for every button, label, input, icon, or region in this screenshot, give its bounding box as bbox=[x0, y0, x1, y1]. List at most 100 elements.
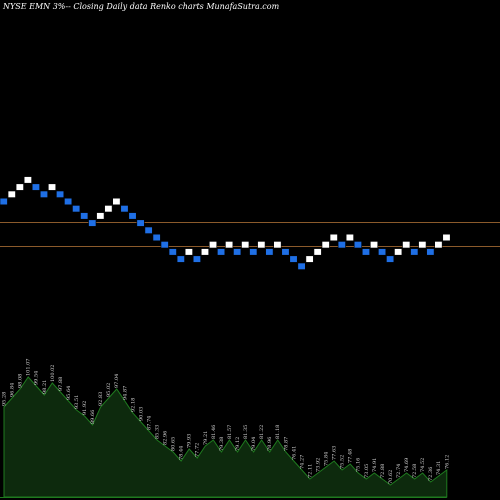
volume-label-37: 74.27 bbox=[299, 455, 305, 469]
volume-label-34: 81.18 bbox=[275, 425, 281, 439]
volume-label-13: 95.02 bbox=[106, 383, 112, 397]
volume-label-24: 77.72 bbox=[195, 443, 201, 457]
volume-label-2: 98.08 bbox=[18, 374, 24, 388]
volume-label-15: 94.87 bbox=[122, 386, 128, 400]
volume-label-36: 76.41 bbox=[291, 446, 297, 460]
renko-brick-50 bbox=[402, 241, 411, 249]
volume-label-49: 72.74 bbox=[396, 464, 402, 478]
renko-brick-37 bbox=[297, 262, 306, 270]
renko-brick-19 bbox=[152, 233, 161, 242]
volume-label-26: 81.46 bbox=[211, 425, 217, 439]
renko-brick-5 bbox=[39, 190, 48, 198]
renko-brick-51 bbox=[410, 248, 419, 256]
renko-brick-18 bbox=[144, 226, 153, 234]
volume-label-23: 79.93 bbox=[187, 434, 193, 448]
volume-label-52: 74.52 bbox=[420, 458, 426, 472]
volume-area bbox=[3, 376, 448, 498]
volume-label-39: 73.92 bbox=[316, 458, 322, 472]
renko-brick-4 bbox=[31, 183, 40, 191]
renko-brick-28 bbox=[225, 241, 234, 249]
volume-label-30: 81.35 bbox=[243, 425, 249, 439]
volume-label-9: 93.51 bbox=[74, 395, 80, 409]
volume-label-4: 99.54 bbox=[34, 371, 40, 385]
renko-brick-43 bbox=[345, 233, 354, 242]
renko-brick-25 bbox=[200, 248, 209, 256]
volume-label-8: 95.64 bbox=[66, 386, 72, 400]
renko-brick-36 bbox=[289, 255, 298, 263]
renko-brick-44 bbox=[353, 241, 362, 249]
renko-brick-26 bbox=[209, 241, 218, 249]
chart-title: NYSE EMN 3%-- Closing Daily data Renko c… bbox=[2, 2, 280, 11]
volume-label-44: 75.16 bbox=[356, 458, 362, 472]
renko-brick-2 bbox=[15, 183, 24, 191]
renko-brick-45 bbox=[361, 248, 370, 256]
renko-brick-15 bbox=[120, 205, 129, 213]
renko-brick-12 bbox=[96, 212, 105, 220]
renko-brick-39 bbox=[313, 248, 322, 256]
renko-brick-27 bbox=[217, 248, 226, 256]
reference-lines bbox=[0, 222, 500, 247]
volume-label-20: 82.96 bbox=[163, 431, 169, 445]
volume-label-27: 79.38 bbox=[219, 437, 225, 451]
volume-label-46: 74.91 bbox=[372, 458, 378, 472]
volume-label-14: 97.04 bbox=[114, 374, 120, 388]
renko-bricks bbox=[0, 176, 451, 270]
renko-brick-55 bbox=[442, 233, 451, 242]
renko-brick-54 bbox=[434, 241, 443, 249]
volume-label-33: 78.96 bbox=[267, 437, 273, 451]
renko-brick-16 bbox=[128, 212, 137, 220]
volume-label-17: 90.03 bbox=[138, 407, 144, 421]
renko-brick-10 bbox=[80, 212, 89, 220]
volume-label-19: 85.33 bbox=[155, 425, 161, 439]
renko-brick-52 bbox=[418, 241, 427, 249]
volume-label-7: 97.88 bbox=[58, 377, 64, 391]
volume-label-55: 76.12 bbox=[444, 455, 450, 469]
volume-label-5: 98.21 bbox=[42, 380, 48, 394]
volume-label-6: 100.02 bbox=[50, 365, 56, 383]
renko-brick-20 bbox=[160, 241, 169, 249]
volume-label-42: 75.52 bbox=[340, 455, 346, 469]
volume-label-16: 92.18 bbox=[130, 398, 136, 412]
volume-label-28: 81.57 bbox=[227, 425, 233, 439]
renko-brick-48 bbox=[386, 255, 395, 263]
renko-brick-42 bbox=[337, 241, 346, 249]
volume-label-45: 73.05 bbox=[364, 464, 370, 478]
volume-label-41: 77.63 bbox=[332, 446, 338, 460]
renko-brick-34 bbox=[273, 241, 282, 249]
renko-brick-1 bbox=[7, 190, 16, 198]
renko-brick-35 bbox=[281, 248, 290, 256]
renko-brick-13 bbox=[104, 205, 113, 213]
renko-brick-32 bbox=[257, 241, 266, 249]
volume-label-40: 75.84 bbox=[324, 452, 330, 466]
renko-brick-23 bbox=[184, 248, 193, 256]
renko-brick-14 bbox=[112, 197, 121, 206]
renko-brick-3 bbox=[23, 176, 32, 184]
renko-brick-29 bbox=[233, 248, 242, 256]
renko-brick-41 bbox=[329, 233, 338, 242]
volume-label-25: 79.21 bbox=[203, 431, 209, 445]
volume-label-31: 79.04 bbox=[251, 437, 257, 451]
renko-brick-17 bbox=[136, 219, 145, 227]
renko-brick-47 bbox=[378, 248, 387, 256]
renko-brick-33 bbox=[265, 248, 274, 256]
renko-brick-40 bbox=[321, 241, 330, 249]
renko-brick-6 bbox=[47, 183, 57, 191]
renko-brick-11 bbox=[88, 219, 97, 227]
volume-label-32: 81.22 bbox=[259, 425, 265, 439]
volume-label-11: 89.66 bbox=[90, 410, 96, 424]
renko-brick-21 bbox=[168, 248, 177, 256]
renko-brick-53 bbox=[426, 248, 435, 256]
renko-brick-7 bbox=[56, 190, 65, 198]
volume-label-54: 74.31 bbox=[436, 461, 442, 475]
volume-label-29: 79.12 bbox=[235, 437, 241, 451]
volume-label-48: 70.62 bbox=[388, 470, 394, 484]
volume-label-3: 101.07 bbox=[26, 359, 32, 377]
volume-label-50: 74.69 bbox=[404, 458, 410, 472]
renko-brick-24 bbox=[192, 255, 201, 263]
renko-brick-8 bbox=[64, 197, 73, 206]
renko-brick-31 bbox=[249, 248, 258, 256]
volume-label-21: 80.65 bbox=[171, 437, 177, 451]
volume-label-0: 95.28 bbox=[2, 392, 8, 406]
volume-label-43: 77.48 bbox=[348, 449, 354, 463]
